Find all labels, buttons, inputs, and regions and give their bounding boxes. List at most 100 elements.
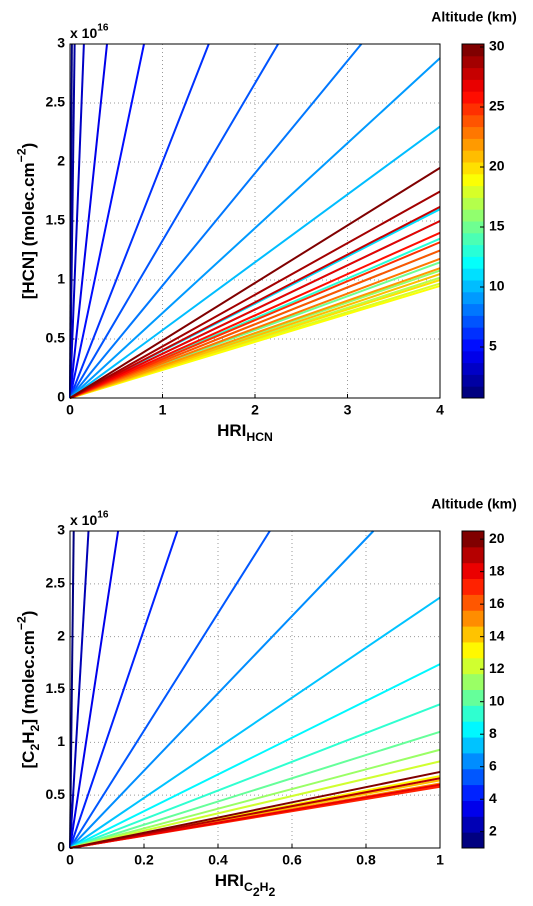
data-line (69, 596, 441, 849)
axis-label: x 1016 (70, 509, 109, 527)
data-line (69, 530, 375, 849)
x-tick-label: 0 (66, 852, 74, 868)
colorbar-swatch (462, 221, 484, 234)
colorbar-swatch (462, 315, 484, 328)
data-line (69, 43, 363, 399)
colorbar-swatch (462, 768, 484, 786)
axis-label: [HCN] (molec.cm−2) (15, 143, 39, 300)
colorbar-tick-label: 10 (489, 692, 505, 708)
colorbar-swatch (462, 138, 484, 151)
colorbar-swatch (462, 641, 484, 659)
x-tick-label: 0.2 (134, 852, 154, 868)
colorbar-swatch (462, 185, 484, 198)
y-tick-label: 2 (57, 153, 65, 169)
x-tick-label: 0.6 (282, 852, 302, 868)
label-part: HCN (246, 430, 273, 444)
y-tick-label: 1 (57, 271, 65, 287)
colorbar-swatch (462, 626, 484, 643)
colorbar-swatch (462, 150, 484, 163)
colorbar-swatch (462, 280, 484, 293)
data-line (69, 783, 441, 849)
colorbar-swatch (462, 327, 484, 340)
data-line (69, 167, 441, 399)
label-part: HRI (217, 421, 246, 440)
data-line (69, 220, 441, 399)
y-tick-label: 1.5 (46, 212, 66, 228)
colorbar-swatch (462, 232, 484, 246)
colorbar-tick-label: 30 (489, 38, 505, 54)
colorbar-swatch (462, 67, 484, 80)
data-line (69, 530, 179, 849)
label-part: C (244, 880, 253, 894)
colorbar-swatch (462, 256, 484, 269)
axis-label: [C2H2] (molec.cm−2) (15, 611, 43, 769)
colorbar-swatch (462, 578, 484, 595)
colorbar-swatch (462, 55, 484, 69)
data-line (69, 663, 441, 849)
colorbar-swatch (462, 350, 484, 364)
data-line (69, 748, 441, 849)
colorbar-title: Altitude (km) (431, 9, 517, 25)
label-part: [C (19, 751, 38, 769)
colorbar-swatch (462, 162, 484, 175)
colorbar-title: Altitude (km) (431, 496, 517, 512)
colorbar-swatch (462, 610, 484, 627)
colorbar-swatch (462, 303, 484, 316)
label-part: H (19, 731, 38, 743)
y-tick-label: 1 (57, 733, 65, 749)
data-line (69, 190, 441, 399)
colorbar-swatch (462, 531, 484, 548)
colorbar-tick-label: 8 (489, 725, 497, 741)
colorbar-swatch (462, 594, 484, 611)
label-part: HRI (215, 871, 244, 890)
y-tick-label: 3 (57, 35, 65, 51)
colorbar-swatch (462, 339, 484, 352)
label-part: H (260, 880, 269, 894)
x-tick-label: 2 (251, 402, 259, 418)
colorbar-tick-label: 5 (489, 338, 497, 354)
label-part: ) (19, 611, 38, 617)
colorbar-swatch (462, 114, 484, 128)
y-tick-label: 2.5 (46, 94, 66, 110)
data-line (69, 770, 441, 849)
label-part: −2 (15, 616, 29, 630)
colorbar-swatch (462, 268, 484, 281)
data-line (69, 703, 441, 849)
colorbar-swatch (462, 800, 484, 817)
label-part: 2 (28, 744, 42, 751)
colorbar-swatch (462, 752, 484, 770)
colorbar-swatch (462, 816, 484, 833)
label-part: 16 (97, 22, 109, 33)
colorbar-tick-label: 4 (489, 790, 497, 806)
colorbar-swatch (462, 721, 484, 738)
label-part: x 10 (70, 25, 97, 41)
y-tick-label: 0.5 (46, 330, 66, 346)
colorbar-tick-label: 2 (489, 822, 497, 838)
x-tick-label: 1 (159, 402, 167, 418)
x-tick-label: 0.8 (356, 852, 376, 868)
colorbar-swatch (462, 737, 484, 754)
data-line (69, 760, 441, 849)
x-tick-label: 3 (344, 402, 352, 418)
colorbar-box (461, 530, 485, 849)
axes-box (69, 530, 441, 849)
colorbar-swatch (462, 126, 484, 139)
data-line (69, 43, 76, 399)
x-tick-label: 0 (66, 402, 74, 418)
colorbar-swatch (462, 291, 484, 305)
colorbar-swatch (462, 832, 484, 849)
data-line (69, 267, 441, 399)
label-part: 2 (253, 885, 260, 899)
data-line (69, 125, 441, 399)
y-tick-label: 0 (57, 839, 65, 855)
colorbar-tick-label: 18 (489, 562, 505, 578)
y-tick-label: 0 (57, 389, 65, 405)
colorbar-tick-label: 20 (489, 158, 505, 174)
label-part: 2 (268, 885, 275, 899)
data-line (69, 231, 441, 399)
x-tick-label: 4 (436, 402, 444, 418)
colorbar-box (461, 43, 485, 399)
data-line (69, 43, 279, 399)
data-line (69, 43, 108, 399)
